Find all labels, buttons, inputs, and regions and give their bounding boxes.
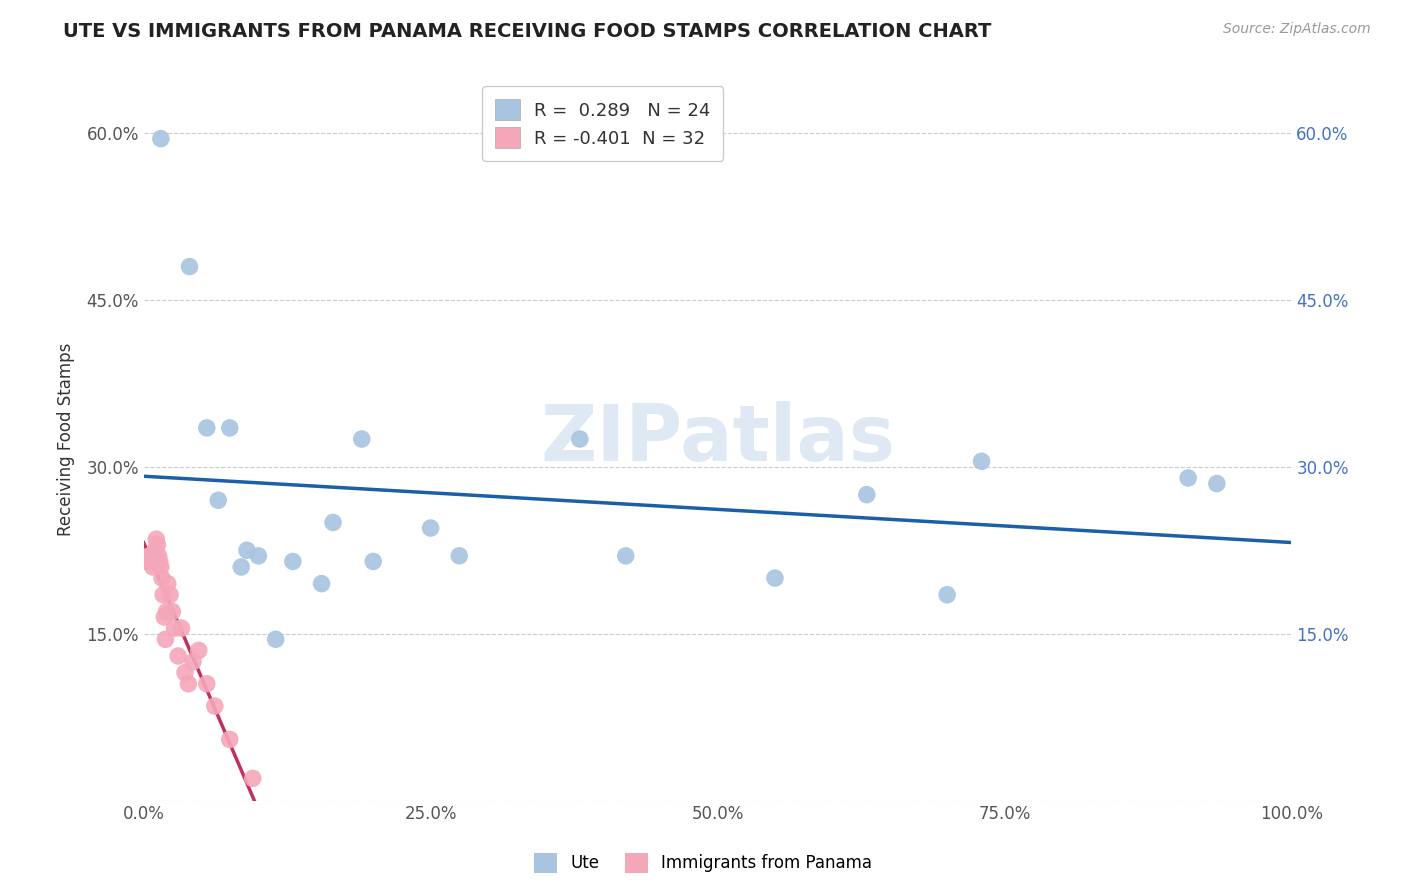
- Legend: R =  0.289   N = 24, R = -0.401  N = 32: R = 0.289 N = 24, R = -0.401 N = 32: [482, 87, 724, 161]
- Point: [150, 571, 173, 585]
- Point: [174, 665, 197, 680]
- Point: [855, 488, 877, 502]
- Point: [322, 516, 344, 530]
- Point: [264, 632, 287, 647]
- Point: [136, 554, 159, 568]
- Point: [936, 588, 959, 602]
- Point: [419, 521, 441, 535]
- Point: [167, 648, 190, 663]
- Point: [162, 605, 184, 619]
- Point: [614, 549, 637, 563]
- Point: [187, 643, 209, 657]
- Point: [207, 493, 229, 508]
- Point: [247, 549, 270, 563]
- Point: [136, 554, 159, 568]
- Point: [177, 677, 200, 691]
- Text: ZIPatlas: ZIPatlas: [540, 401, 896, 477]
- Point: [242, 772, 264, 786]
- Legend: Ute, Immigrants from Panama: Ute, Immigrants from Panama: [527, 847, 879, 880]
- Text: UTE VS IMMIGRANTS FROM PANAMA RECEIVING FOOD STAMPS CORRELATION CHART: UTE VS IMMIGRANTS FROM PANAMA RECEIVING …: [63, 22, 991, 41]
- Point: [156, 576, 179, 591]
- Point: [218, 732, 240, 747]
- Point: [139, 549, 162, 563]
- Point: [148, 549, 170, 563]
- Point: [179, 260, 201, 274]
- Point: [281, 554, 304, 568]
- Point: [143, 543, 166, 558]
- Text: Source: ZipAtlas.com: Source: ZipAtlas.com: [1223, 22, 1371, 37]
- Point: [763, 571, 786, 585]
- Point: [141, 554, 163, 568]
- Point: [218, 421, 240, 435]
- Point: [350, 432, 373, 446]
- Point: [204, 699, 226, 714]
- Point: [361, 554, 384, 568]
- Point: [143, 549, 166, 563]
- Point: [138, 549, 160, 563]
- Point: [1205, 476, 1227, 491]
- Point: [170, 621, 193, 635]
- Point: [149, 131, 172, 145]
- Point: [449, 549, 471, 563]
- Y-axis label: Receiving Food Stamps: Receiving Food Stamps: [58, 343, 75, 536]
- Point: [155, 632, 177, 647]
- Point: [155, 605, 177, 619]
- Point: [153, 610, 176, 624]
- Point: [195, 677, 218, 691]
- Point: [159, 588, 181, 602]
- Point: [1177, 471, 1199, 485]
- Point: [231, 560, 253, 574]
- Point: [145, 532, 167, 546]
- Point: [311, 576, 333, 591]
- Point: [236, 543, 259, 558]
- Point: [142, 560, 165, 574]
- Point: [149, 554, 172, 568]
- Point: [568, 432, 591, 446]
- Point: [181, 655, 204, 669]
- Point: [970, 454, 993, 468]
- Point: [152, 588, 174, 602]
- Point: [163, 621, 186, 635]
- Point: [149, 560, 172, 574]
- Point: [195, 421, 218, 435]
- Point: [146, 538, 169, 552]
